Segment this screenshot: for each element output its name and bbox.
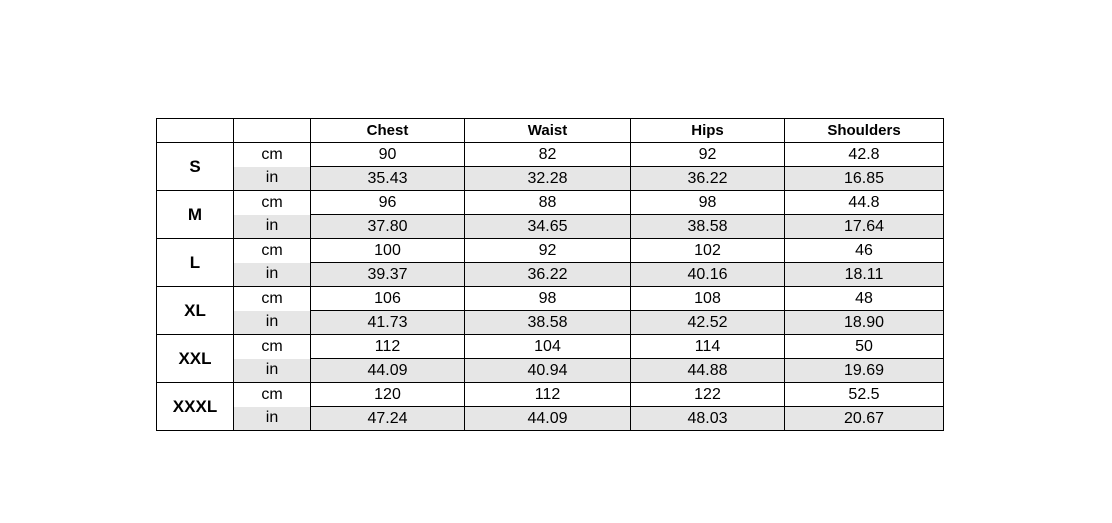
cell-waist: 98 [464,286,631,311]
cell-hips: 102 [630,238,785,263]
cell-hips: 42.52 [630,310,785,335]
cell-hips: 44.88 [630,358,785,383]
size-label: XL [156,286,234,335]
table-row-xxxl-cm: XXXL cm 120 112 122 52.5 [156,382,944,431]
cell-shoulders: 46 [784,238,944,263]
cell-hips: 122 [630,382,785,407]
size-label: XXL [156,334,234,383]
unit-label: in [233,358,311,383]
unit-label: cm [233,286,311,311]
cell-chest: 39.37 [310,262,465,287]
cell-waist: 104 [464,334,631,359]
column-header-unit [233,118,311,143]
cell-waist: 40.94 [464,358,631,383]
cell-chest: 120 [310,382,465,407]
cell-shoulders: 48 [784,286,944,311]
cell-shoulders: 20.67 [784,406,944,431]
cell-waist: 88 [464,190,631,215]
cell-chest: 44.09 [310,358,465,383]
unit-label: in [233,406,311,431]
cell-shoulders: 18.11 [784,262,944,287]
cell-waist: 44.09 [464,406,631,431]
cell-hips: 114 [630,334,785,359]
cell-hips: 36.22 [630,166,785,191]
table-row-xl-cm: XL cm 106 98 108 48 [156,286,944,335]
cell-shoulders: 42.8 [784,142,944,167]
cell-hips: 108 [630,286,785,311]
size-label: S [156,142,234,191]
cell-chest: 96 [310,190,465,215]
cell-chest: 90 [310,142,465,167]
cell-hips: 48.03 [630,406,785,431]
table-row-xxl-in: in 44.09 40.94 44.88 19.69 [157,358,944,383]
cell-shoulders: 52.5 [784,382,944,407]
unit-label: cm [233,238,311,263]
unit-label: in [233,214,311,239]
column-header-hips: Hips [630,118,785,143]
table-row-l-in: in 39.37 36.22 40.16 18.11 [157,262,944,287]
cell-chest: 112 [310,334,465,359]
cell-waist: 32.28 [464,166,631,191]
cell-shoulders: 17.64 [784,214,944,239]
table-row-xl-in: in 41.73 38.58 42.52 18.90 [157,310,944,335]
unit-label: cm [233,334,311,359]
column-header-shoulders: Shoulders [784,118,944,143]
cell-shoulders: 44.8 [784,190,944,215]
unit-label: cm [233,190,311,215]
cell-chest: 47.24 [310,406,465,431]
cell-waist: 36.22 [464,262,631,287]
unit-label: in [233,262,311,287]
cell-waist: 82 [464,142,631,167]
size-label: M [156,190,234,239]
column-header-chest: Chest [310,118,465,143]
cell-chest: 106 [310,286,465,311]
cell-chest: 41.73 [310,310,465,335]
cell-chest: 37.80 [310,214,465,239]
table-row-xxl-cm: XXL cm 112 104 114 50 [156,334,944,383]
unit-label: in [233,166,311,191]
table-row-s-in: in 35.43 32.28 36.22 16.85 [157,166,944,191]
size-label: L [156,238,234,287]
column-header-blank [156,118,234,143]
table-row-xxxl-in: in 47.24 44.09 48.03 20.67 [157,406,944,431]
cell-chest: 35.43 [310,166,465,191]
cell-hips: 40.16 [630,262,785,287]
cell-shoulders: 18.90 [784,310,944,335]
unit-label: cm [233,382,311,407]
unit-label: in [233,310,311,335]
cell-waist: 92 [464,238,631,263]
size-label: XXXL [156,382,234,431]
cell-waist: 112 [464,382,631,407]
unit-label: cm [233,142,311,167]
cell-shoulders: 50 [784,334,944,359]
table-row-m-in: in 37.80 34.65 38.58 17.64 [157,214,944,239]
cell-hips: 38.58 [630,214,785,239]
cell-shoulders: 16.85 [784,166,944,191]
header-row: Chest Waist Hips Shoulders [156,118,944,143]
cell-shoulders: 19.69 [784,358,944,383]
column-header-waist: Waist [464,118,631,143]
cell-waist: 38.58 [464,310,631,335]
cell-waist: 34.65 [464,214,631,239]
cell-chest: 100 [310,238,465,263]
cell-hips: 98 [630,190,785,215]
cell-hips: 92 [630,142,785,167]
